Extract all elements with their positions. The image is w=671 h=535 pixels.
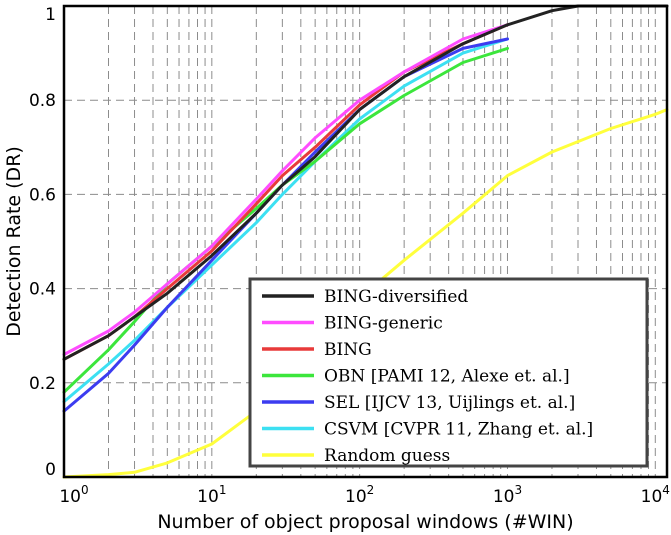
legend-label: BING (324, 340, 372, 360)
legend-label: OBN [PAMI 12, Alexe et. al.] (324, 367, 570, 387)
legend-label: SEL [IJCV 13, Uijlings et. al.] (324, 393, 575, 413)
x-tick-label: 101 (197, 483, 226, 507)
x-tick-label: 104 (641, 483, 670, 507)
x-tick-label: 102 (345, 483, 374, 507)
legend-label: BING-diversified (324, 287, 468, 307)
x-tick-labels: 100 101 102 103 104 (59, 483, 670, 507)
legend: BING-diversified BING-generic BING OBN [PAM… (248, 277, 649, 468)
y-tick-label: 1 (45, 5, 56, 25)
series-line-5 (62, 37, 509, 404)
plot-frame (62, 4, 669, 479)
y-tick-label: 0.4 (29, 280, 56, 300)
x-axis-label: Number of object proposal windows (#WIN) (157, 511, 573, 533)
y-tick-label: 0.8 (29, 91, 56, 111)
legend-label: CSVM [CVPR 11, Zhang et. al.] (324, 420, 593, 440)
series-line-1 (62, 23, 509, 356)
series-line-3 (62, 46, 509, 394)
x-tick-label: 100 (59, 483, 88, 507)
x-tick-label: 103 (493, 483, 522, 507)
legend-label: BING-generic (324, 314, 443, 334)
legend-box (248, 277, 649, 468)
y-tick-label: 0 (45, 460, 56, 480)
y-axis-label: Detection Rate (DR) (3, 146, 25, 337)
y-tick-label: 0.6 (29, 185, 56, 205)
legend-label: Random guess (324, 446, 450, 466)
y-tick-labels: 0 0.2 0.4 0.6 0.8 1 (29, 5, 56, 480)
y-tick-label: 0.2 (29, 374, 56, 394)
